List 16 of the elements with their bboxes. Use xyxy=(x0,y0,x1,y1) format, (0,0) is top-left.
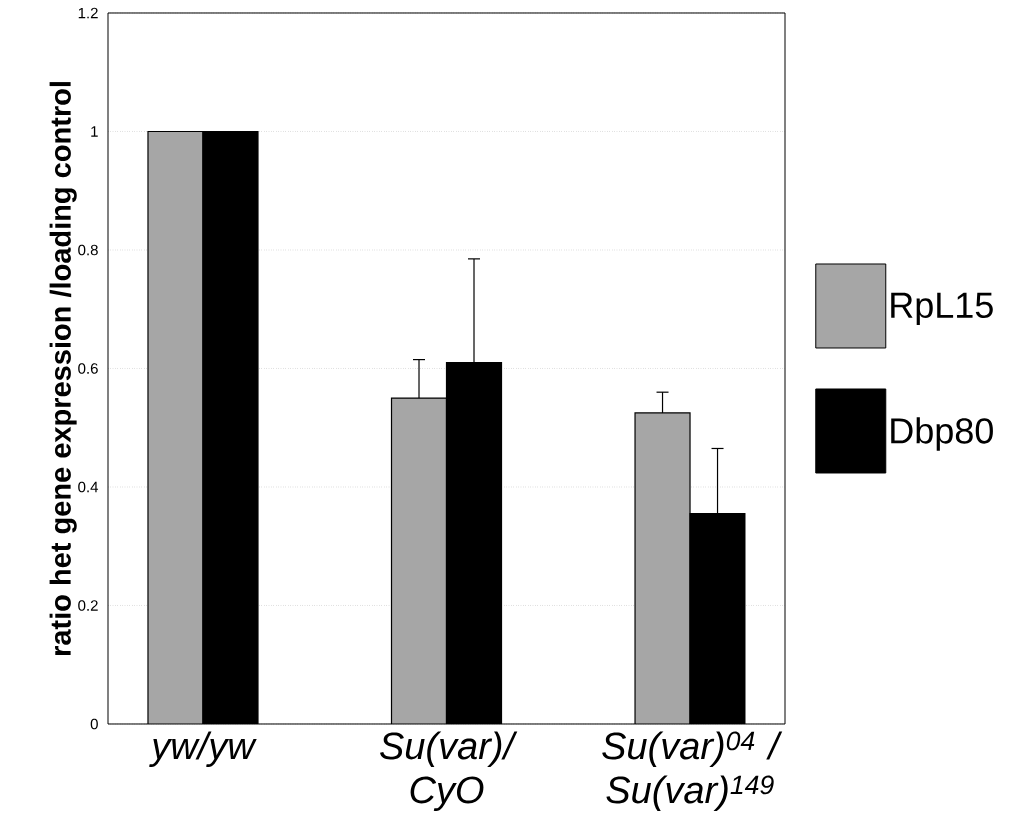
x-tick-label: Su(var)$^{04}$ / Su(var)$^{149}$ xyxy=(602,731,783,811)
y-tick-label: 0.2 xyxy=(78,600,98,611)
bar xyxy=(147,130,204,724)
y-tick-label: 0 xyxy=(90,718,98,730)
y-tick-label: 0.4 xyxy=(78,481,99,493)
y-tick-label: 0.6 xyxy=(78,363,98,374)
legend-label: Dbp80 xyxy=(891,417,993,451)
y-axis-title: ratio het gene expression /loading control xyxy=(49,82,77,656)
y-tick-label: 0.8 xyxy=(78,244,98,256)
legend-label: RpL15 xyxy=(891,292,993,326)
x-tick-label: yw/yw xyxy=(149,731,257,767)
x-tick-label: Su(var)/ CyO xyxy=(380,731,518,811)
y-tick-label: 1.2 xyxy=(78,7,98,19)
y-tick-label: 1 xyxy=(91,126,98,137)
bar xyxy=(390,397,448,724)
bar xyxy=(634,412,691,724)
